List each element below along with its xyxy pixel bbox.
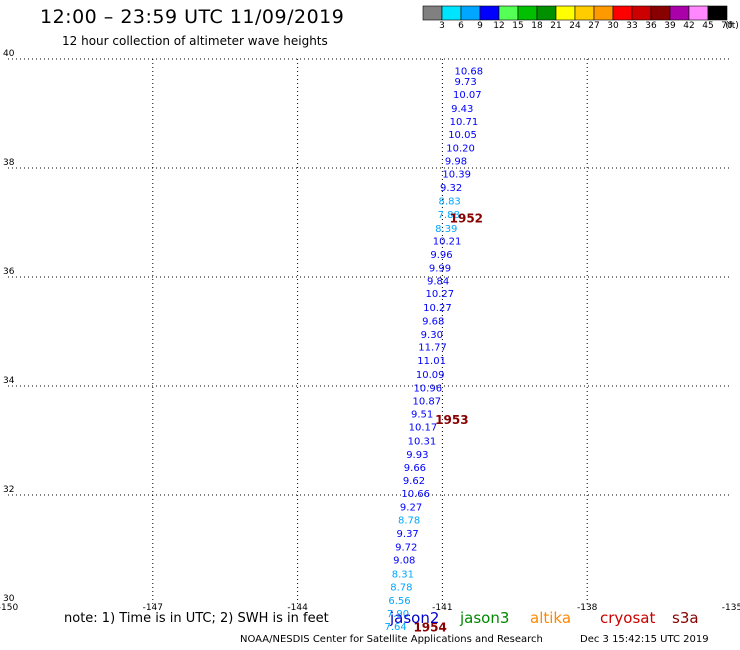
color-scale-tick-label: 27 [588,21,600,31]
wave-height-point: 7.90 [387,609,409,620]
wave-height-point: 9.93 [406,450,428,461]
legend-jason2: jason2 [390,609,440,627]
wave-height-point: 9.32 [440,183,462,194]
y-tick-label: 36 [3,267,15,277]
color-scale-tick-label: 70 [721,21,733,31]
wave-height-point: 9.08 [393,556,415,567]
time-label: 1952 [450,212,483,226]
wave-height-point: 8.78 [390,582,412,593]
color-scale-tick-label: 30 [607,21,619,31]
color-scale-unit: (ft) [725,21,739,31]
footer-datestamp: Dec 3 15:42:15 UTC 2019 [580,634,709,645]
wave-height-point: 9.68 [422,316,444,327]
color-scale-tick-label: 9 [477,21,483,31]
wave-height-point: 9.51 [411,410,433,421]
y-tick-label: 32 [3,485,14,495]
y-tick-label: 34 [3,376,15,386]
color-scale-tick-label: 45 [702,21,714,31]
x-tick-label: -138 [577,603,598,613]
color-scale-tick-label: 3 [439,21,445,31]
wave-height-point: 9.62 [403,476,425,487]
wave-height-point: 10.27 [426,289,455,300]
time-label: 1954 [413,620,446,634]
page-subtitle: 12 hour collection of altimeter wave hei… [62,34,328,48]
y-tick-label: 38 [3,158,15,168]
wave-height-point: 9.84 [427,277,449,288]
wave-height-point: 7.88 [438,210,460,221]
wave-height-point: 9.99 [429,264,451,275]
wave-height-point: 9.37 [397,529,419,540]
x-tick-label: -147 [143,603,163,613]
wave-height-point: 6.56 [388,596,410,607]
color-scale-tick-label: 21 [550,21,562,31]
wave-height-point: 7.64 [384,622,406,633]
legend-jason3: jason3 [460,609,510,627]
color-scale-tick-label: 18 [531,21,543,31]
wave-height-point: 9.98 [445,157,467,168]
color-scale-tick-label: 42 [683,21,695,31]
wave-height-point: 10.05 [448,130,477,141]
wave-height-point: 9.66 [404,463,426,474]
wave-height-point: 9.96 [430,250,452,261]
color-scale-tick-label: 15 [512,21,524,31]
legend-altika: altika [530,609,572,627]
wave-height-point: 8.83 [439,197,461,208]
wave-height-point: 10.71 [450,117,479,128]
wave-height-point: 10.20 [446,144,475,155]
color-scale-ticks: 3 6 9 12 15 18 21 24 27 30 33 36 39 42 45 70 (ft) [0,21,740,35]
color-scale-tick-label: 24 [569,21,581,31]
legend-s3a: s3a [672,609,699,627]
wave-height-point: 8.78 [398,515,420,526]
wave-height-point: 10.07 [453,90,482,101]
x-tick-label: -135 [722,603,740,613]
wave-height-point: 11.77 [418,343,447,354]
wave-height-point: 10.17 [409,423,438,434]
color-scale-tick-label: 6 [458,21,464,31]
wave-height-point: 10.39 [442,169,471,180]
wave-height-point: 9.27 [400,502,422,513]
color-scale-bar [422,5,728,21]
wave-height-point: 10.21 [433,236,462,247]
wave-height-point: 10.68 [454,66,483,77]
color-swatch [707,5,728,21]
wave-height-point: 10.09 [416,370,445,381]
legend-cryosat: cryosat [600,609,656,627]
page-title: 12:00 – 23:59 UTC 11/09/2019 [40,6,345,28]
color-scale-tick-label: 33 [626,21,638,31]
wave-height-point: 9.30 [421,330,443,341]
footer-credit: NOAA/NESDIS Center for Satellite Applica… [240,634,543,645]
x-tick-label: -144 [287,603,308,613]
time-label: 1953 [435,413,468,427]
color-scale-tick-label: 12 [493,21,505,31]
x-tick-label: -150 [0,603,18,613]
footer-note: note: 1) Time is in UTC; 2) SWH is in fe… [64,611,329,626]
wave-height-point: 10.31 [408,436,437,447]
wave-height-point: 9.43 [451,104,473,115]
wave-height-point: 10.27 [423,303,452,314]
x-tick-label: -141 [432,603,452,613]
wave-height-point: 10.87 [412,397,441,408]
color-scale-tick-label: 39 [664,21,676,31]
wave-height-point: 10.66 [401,489,430,500]
wave-height-point: 10.96 [413,383,442,394]
color-scale-tick-label: 36 [645,21,657,31]
wave-height-point: 8.31 [392,569,414,580]
wave-height-point: 9.73 [454,77,476,88]
y-tick-label: 40 [3,49,15,59]
y-tick-label: 30 [3,594,15,604]
wave-height-point: 8.39 [435,224,457,235]
wave-height-point: 11.01 [417,356,446,367]
wave-height-point: 9.72 [395,543,417,554]
